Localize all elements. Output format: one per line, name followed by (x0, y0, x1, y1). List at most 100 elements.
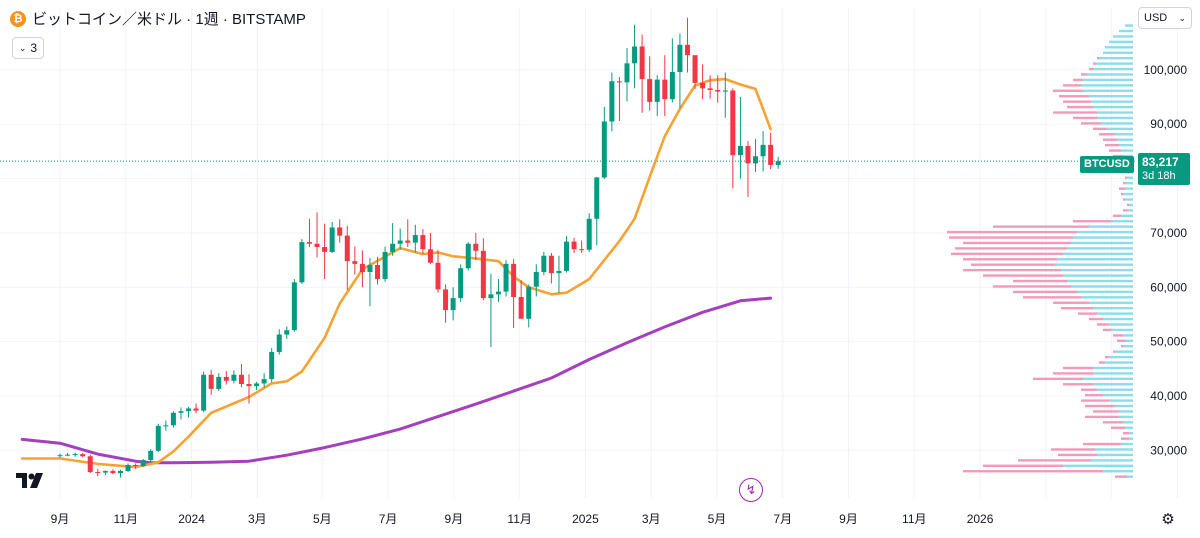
indicators-toggle-button[interactable]: ⌄ 3 (12, 37, 44, 59)
price-axis[interactable]: 30,000 40,000 50,000 60,000 70,000 90,000 100,… (1144, 63, 1188, 457)
volume-profile-bar-up (1087, 73, 1133, 76)
volume-profile-bar-up (1083, 89, 1133, 92)
candle-body (677, 44, 683, 73)
candle (155, 423, 161, 452)
volume-profile-bar-down (1073, 220, 1111, 223)
volume-profile-bar-up (1107, 127, 1133, 131)
candle (745, 141, 751, 198)
candle-body (95, 472, 101, 474)
volume-profile-bar-down (1061, 306, 1093, 310)
volume-profile-bar-down (1113, 334, 1123, 337)
volume-profile-bar-down (1105, 355, 1109, 359)
bar-countdown: 3d 18h (1142, 170, 1176, 182)
volume-profile-bar-down (993, 285, 1071, 288)
candle (125, 463, 131, 473)
candle-body (541, 255, 547, 273)
candle (533, 264, 539, 297)
volume-profile-bar-up (1067, 247, 1133, 250)
volume-profile-bar-down (1085, 393, 1103, 397)
time-tick-label: 11月 (114, 512, 138, 526)
volume-profile-bar-down (955, 247, 1067, 250)
candle (601, 106, 607, 180)
candle-body (707, 88, 713, 90)
volume-profile-bar-down (1123, 209, 1127, 212)
candle (526, 284, 532, 328)
volume-profile-bar-up (1129, 203, 1133, 207)
time-tick-label: 9月 (51, 512, 70, 526)
candles[interactable] (57, 17, 781, 478)
volume-profile-bar-up (1077, 290, 1133, 294)
time-axis[interactable]: 9月 11月 2024 3月 5月 7月 9月 11月 2025 3月 5月 7月 9月 11月 2026 (51, 512, 994, 526)
volume-profile-bar-up (1089, 95, 1133, 98)
volume-profile-bar-up (1097, 116, 1133, 120)
volume-profile-bar-down (1109, 149, 1121, 152)
candle-body (632, 46, 638, 64)
candle-body (80, 454, 86, 457)
candle (390, 223, 396, 256)
candle-body (201, 374, 207, 411)
volume-profile-bar-down (1115, 475, 1127, 478)
volume-profile-bar-down (1018, 459, 1091, 462)
candle-body (193, 408, 199, 411)
candle-body (571, 241, 577, 250)
volume-profile-bar-down (1089, 317, 1103, 321)
candle (639, 34, 645, 113)
volume-profile-bar-down (1033, 377, 1083, 381)
candle (420, 229, 426, 255)
candle (382, 246, 388, 282)
volume-profile-bar-down (1023, 296, 1081, 299)
lightning-icon[interactable]: ↯ (739, 478, 763, 502)
candle-body (465, 243, 471, 269)
candle (715, 75, 721, 103)
volume-profile-bar-up (1121, 214, 1133, 217)
volume-profile-bar-up (1117, 138, 1133, 141)
volume-profile-bar-down (1013, 290, 1077, 294)
candle-body (284, 330, 290, 335)
settings-gear-icon[interactable]: ⚙ (1161, 511, 1175, 528)
volume-profile-bar-up (1091, 100, 1133, 103)
candle (193, 403, 199, 414)
volume-profile-bar-down (1051, 448, 1095, 451)
candle (140, 458, 146, 468)
volume-profile-bar-up (1125, 24, 1133, 27)
candle (314, 212, 320, 258)
volume-profile-bar-up (1119, 29, 1133, 33)
volume-profile-bar-down (949, 236, 1073, 239)
currency-select[interactable]: USD ⌄ (1138, 7, 1192, 29)
candle (163, 420, 169, 431)
volume-profile-bar-down (1093, 62, 1095, 65)
candle-body (647, 79, 653, 102)
candle (753, 138, 759, 173)
candle-body (692, 55, 698, 83)
candle (102, 470, 108, 476)
candle (284, 326, 290, 339)
candle-body (435, 262, 441, 290)
volume-profile-bar-down (963, 470, 1103, 473)
volume-profile-bar-down (1125, 176, 1127, 179)
indicator-count: 3 (30, 41, 38, 55)
candle-body (564, 241, 570, 271)
volume-profile-bar-up (1083, 78, 1133, 82)
candle-body (291, 282, 297, 331)
tradingview-logo-icon[interactable] (14, 470, 48, 492)
volume-profile-bar-down (1123, 181, 1125, 185)
volume-profile-bar-down (1053, 301, 1089, 304)
candle (359, 250, 365, 288)
candle-body (594, 177, 600, 219)
volume-profile-bar-down (1121, 345, 1123, 348)
candle-body (518, 297, 524, 319)
candle-body (722, 90, 728, 92)
candle (616, 76, 622, 121)
chart-legend[interactable]: ₿ ビットコイン／米ドル · 1週 · BITSTAMP (10, 8, 306, 29)
candle-body (57, 455, 63, 457)
candle-body (390, 243, 396, 252)
volume-profile-bar-down (1103, 138, 1117, 141)
candle-body (208, 374, 214, 389)
volume-profile-bar-down (1073, 78, 1083, 82)
volume-profile-bar-down (993, 225, 1089, 228)
volume-profile-bar-up (1091, 459, 1133, 462)
volume-profile-bar-down (1123, 431, 1129, 435)
candle-body (473, 243, 479, 251)
